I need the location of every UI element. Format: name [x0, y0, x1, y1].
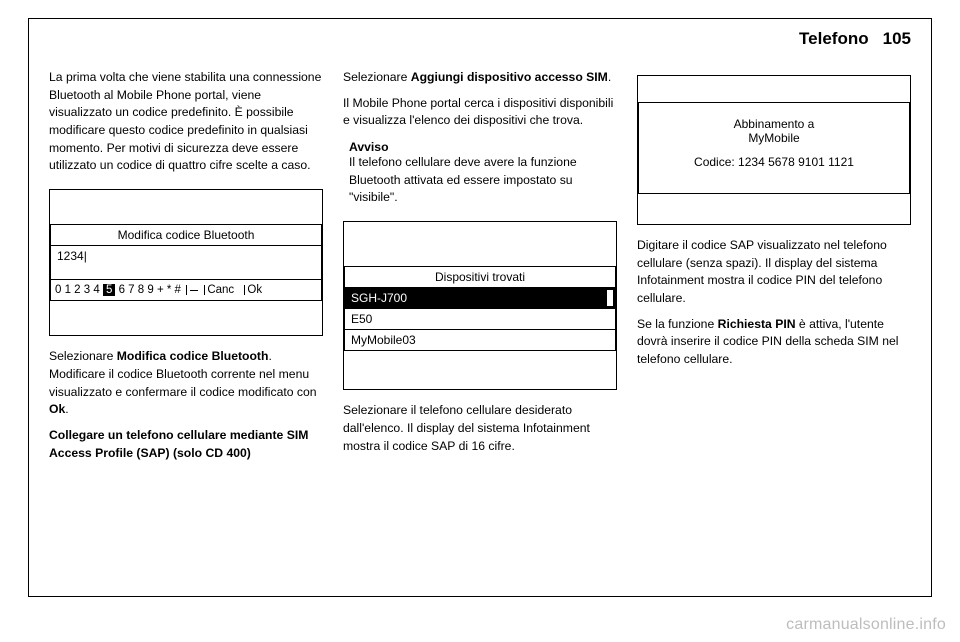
col2-para2: Il Mobile Phone portal cerca i dispositi…: [343, 95, 617, 130]
pair-box: Abbinamento a MyMobile Codice: 1234 5678…: [638, 102, 910, 194]
keys-before: 0 1 2 3 4: [55, 284, 100, 296]
bt-box: Modifica codice Bluetooth 1234|: [50, 224, 322, 280]
column-2: Selezionare Aggiungi dispositivo accesso…: [343, 69, 617, 572]
screenshot-pairing: Abbinamento a MyMobile Codice: 1234 5678…: [637, 75, 911, 225]
avviso-label: Avviso: [349, 140, 617, 154]
bt-keys: 0 1 2 3 4 5 6 7 8 9 + * # Canc Ok: [50, 280, 322, 301]
pair-line1: Abbinamento a: [645, 117, 903, 131]
page-number: 105: [883, 29, 911, 49]
sep-icon: [186, 285, 187, 295]
screenshot-devices: Dispositivi trovati SGH-J700 E50 MyMobil…: [343, 221, 617, 390]
dev-row: SGH-J700: [345, 288, 615, 309]
bt-value: 1234|: [51, 246, 321, 266]
dev-title: Dispositivi trovati: [345, 267, 615, 288]
page-header: Telefono 105: [29, 19, 931, 53]
dev-row: E50: [345, 309, 615, 330]
dev-row: MyMobile03: [345, 330, 615, 350]
col2-para1: Selezionare Aggiungi dispositivo accesso…: [343, 69, 617, 87]
bt-title: Modifica codice Bluetooth: [51, 225, 321, 246]
pair-line3: Codice: 1234 5678 9101 1121: [645, 155, 903, 169]
bt-spacer: [51, 266, 321, 280]
section-title: Telefono: [799, 29, 869, 49]
col1-para1: La prima volta che viene stabilita una c…: [49, 69, 323, 175]
col2-para3: Selezionare il telefono cellulare deside…: [343, 402, 617, 455]
col3-para2: Se la funzione Richiesta PIN è attiva, l…: [637, 316, 911, 369]
keys-selected: 5: [103, 284, 115, 296]
sep-icon: [244, 285, 245, 295]
col1-para2: Selezionare Modifica codice Bluetooth. M…: [49, 348, 323, 419]
avviso-text: Il telefono cellulare deve avere la funz…: [349, 154, 617, 207]
column-3: Abbinamento a MyMobile Codice: 1234 5678…: [637, 69, 911, 572]
watermark: carmanualsonline.info: [786, 616, 946, 634]
keys-after: 6 7 8 9 + * #: [119, 284, 181, 296]
columns: La prima volta che viene stabilita una c…: [29, 53, 931, 590]
dev-box: Dispositivi trovati SGH-J700 E50 MyMobil…: [344, 266, 616, 351]
pair-line2: MyMobile: [645, 131, 903, 145]
col1-para3: Collegare un telefono cellulare mediante…: [49, 427, 323, 462]
bt-ok: Ok: [247, 284, 262, 296]
screenshot-bluetooth-code: Modifica codice Bluetooth 1234| 0 1 2 3 …: [49, 189, 323, 336]
cursor-icon: [190, 290, 198, 291]
bt-canc: Canc: [207, 284, 234, 296]
column-1: La prima volta che viene stabilita una c…: [49, 69, 323, 572]
sep-icon: [204, 285, 205, 295]
manual-page: Telefono 105 La prima volta che viene st…: [28, 18, 932, 597]
col3-para1: Digitare il codice SAP visualizzato nel …: [637, 237, 911, 308]
